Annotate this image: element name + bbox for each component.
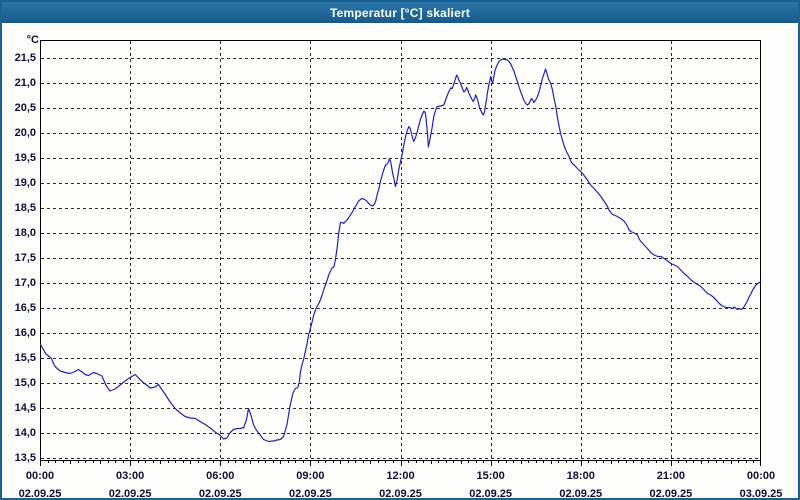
y-tick-label: 15,0 bbox=[14, 377, 36, 389]
y-tick-label: 15,5 bbox=[14, 352, 36, 364]
y-tick-label: 19,0 bbox=[14, 177, 36, 189]
y-tick-label: 14,5 bbox=[14, 402, 36, 414]
x-tick-date-label: 02.09.25 bbox=[108, 488, 152, 498]
x-tick-time-label: 06:00 bbox=[206, 470, 235, 482]
x-tick-time-label: 03:00 bbox=[116, 470, 145, 482]
x-tick-time-label: 00:00 bbox=[25, 470, 55, 482]
x-tick-time-label: 00:00 bbox=[746, 470, 776, 482]
x-tick-date-label: 02.09.25 bbox=[649, 488, 693, 498]
y-tick-label: 14,0 bbox=[14, 427, 36, 439]
x-tick-date-label: 02.09.25 bbox=[288, 488, 332, 498]
x-tick-time-label: 15:00 bbox=[476, 470, 505, 482]
window-title: Temperatur [°C] skaliert bbox=[329, 5, 471, 20]
x-tick-date-label: 03.09.25 bbox=[739, 488, 783, 498]
y-tick-label: 16,0 bbox=[14, 327, 36, 339]
y-tick-label: 17,5 bbox=[14, 252, 36, 264]
x-tick-date-label: 02.09.25 bbox=[469, 488, 513, 498]
window-titlebar[interactable]: Temperatur [°C] skaliert bbox=[2, 2, 798, 23]
x-tick-time-label: 12:00 bbox=[386, 470, 415, 482]
x-tick-date-label: 02.09.25 bbox=[198, 488, 242, 498]
y-tick-label: 18,0 bbox=[14, 227, 36, 239]
plot-border bbox=[40, 40, 761, 461]
y-tick-label: 21,5 bbox=[14, 52, 36, 64]
x-tick-time-label: 21:00 bbox=[656, 470, 685, 482]
temperature-series-line bbox=[40, 58, 761, 443]
x-tick-time-label: 09:00 bbox=[296, 470, 325, 482]
y-tick-label: 19,5 bbox=[14, 152, 36, 164]
y-tick-label: 16,5 bbox=[14, 302, 36, 314]
x-tick-time-label: 18:00 bbox=[566, 470, 595, 482]
y-tick-label: 20,5 bbox=[14, 102, 36, 114]
x-tick-date-label: 02.09.25 bbox=[379, 488, 422, 498]
y-tick-label: 21,0 bbox=[14, 77, 36, 89]
chart-content-area: °C 21,5 21,0 20,5 20,0 19,5 19,0 18,5 18,0 17,5 1… bbox=[2, 23, 798, 498]
plot-area bbox=[40, 40, 761, 466]
x-tick-date-label: 02.09.25 bbox=[18, 488, 62, 498]
y-tick-label: 17,0 bbox=[14, 277, 36, 289]
y-tick-label: 20,0 bbox=[14, 127, 36, 139]
y-axis-unit-label: °C bbox=[26, 34, 39, 46]
y-tick-label: 13,5 bbox=[14, 452, 36, 464]
x-tick-date-label: 02.09.25 bbox=[559, 488, 603, 498]
y-tick-label: 18,5 bbox=[14, 202, 36, 214]
